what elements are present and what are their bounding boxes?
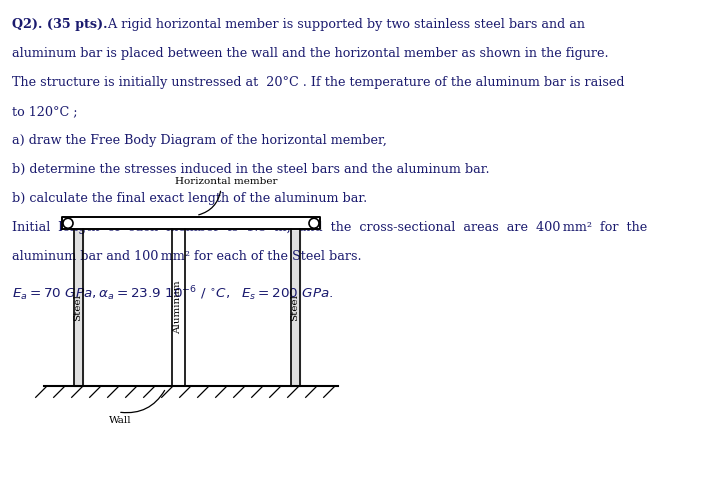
Text: Q2). (35 pts).: Q2). (35 pts). [12,18,107,31]
Text: A rigid horizontal member is supported by two stainless steel bars and an: A rigid horizontal member is supported b… [99,18,585,31]
Text: Initial  length  of  each  member  is  1.5  m,  and  the  cross-sectional  areas: Initial length of each member is 1.5 m, … [12,221,647,234]
Text: aluminum bar and 100 mm² for each of the Steel bars.: aluminum bar and 100 mm² for each of the… [12,250,361,263]
Text: $E_a = 70\ GPa, \alpha_a = 23.9\ 10^{-6}\ /\ ^{\circ}C,\ \ E_s = 200\ GPa.$: $E_a = 70\ GPa, \alpha_a = 23.9\ 10^{-6}… [12,284,333,302]
Text: b) calculate the final exact length of the aluminum bar.: b) calculate the final exact length of t… [12,192,367,205]
Text: Steel: Steel [73,294,83,321]
Circle shape [63,218,73,228]
Text: Wall: Wall [109,416,131,425]
Text: aluminum bar is placed between the wall and the horizontal member as shown in th: aluminum bar is placed between the wall … [12,47,608,60]
Text: a) draw the Free Body Diagram of the horizontal member,: a) draw the Free Body Diagram of the hor… [12,134,387,147]
Text: to 120°C ;: to 120°C ; [12,105,78,118]
Text: Horizontal member: Horizontal member [175,178,277,187]
Text: Steel: Steel [290,294,300,321]
Circle shape [309,218,319,228]
Text: Aluminum: Aluminum [174,281,182,334]
Text: b) determine the stresses induced in the steel bars and the aluminum bar.: b) determine the stresses induced in the… [12,163,490,176]
Text: The structure is initially unstressed at  20°C . If the temperature of the alumi: The structure is initially unstressed at… [12,76,624,89]
